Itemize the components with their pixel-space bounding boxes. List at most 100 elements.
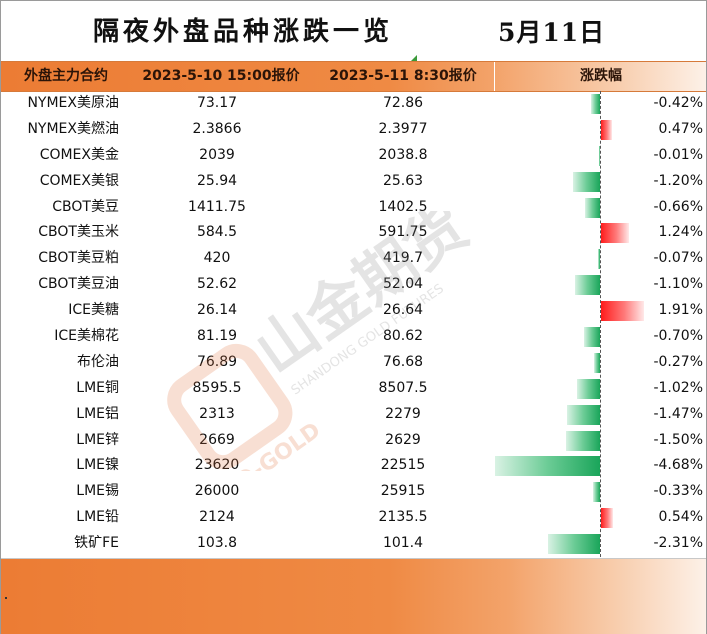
table-row: CBOT美玉米 584.5 591.75 1.24% — [1, 220, 706, 246]
price-2-cell: 8507.5 — [378, 379, 428, 396]
table-row: COMEX美银 25.94 25.63 -1.20% — [1, 169, 706, 195]
change-percent-cell: -2.31% — [653, 535, 703, 552]
change-percent-cell: 1.24% — [658, 224, 703, 241]
contract-name: LME铝 — [76, 405, 119, 422]
contract-name: CBOT美豆 — [52, 198, 119, 215]
change-bar-down — [598, 249, 600, 270]
change-bar-down — [584, 327, 600, 348]
change-percent-cell: -1.02% — [653, 379, 703, 396]
price-2-cell: 76.68 — [382, 353, 424, 370]
header-price-1: 2023-5-10 15:00报价 — [142, 68, 300, 84]
page-title: 隔夜外盘品种涨跌一览 — [93, 17, 394, 47]
change-bar-down — [573, 171, 600, 192]
contract-name: CBOT美豆油 — [38, 276, 119, 293]
change-bar-down — [599, 145, 600, 166]
table-row: 布伦油 76.89 76.68 -0.27% — [1, 350, 706, 376]
price-2-cell: 72.86 — [382, 95, 424, 111]
contract-name: 布伦油 — [77, 353, 119, 370]
table-row: NYMEX美燃油 2.3866 2.3977 0.47% — [1, 117, 706, 143]
price-1-cell: 2039 — [199, 146, 235, 163]
table-row: LME锡 26000 25915 -0.33% — [1, 479, 706, 505]
price-1-cell: 26000 — [194, 483, 240, 500]
contract-name: CBOT美豆粕 — [38, 250, 119, 267]
price-1-cell: 2669 — [199, 431, 235, 448]
table-row: 铁矿FE 103.8 101.4 -2.31% — [1, 531, 706, 557]
change-bar-down — [590, 94, 600, 114]
price-1-cell: 2124 — [199, 509, 235, 526]
change-bar-down — [585, 197, 600, 218]
price-2-cell: 591.75 — [378, 224, 428, 241]
change-bar-up — [601, 508, 614, 529]
price-1-cell: 2.3866 — [192, 120, 242, 137]
header-price-2: 2023-5-11 8:30报价 — [329, 68, 477, 84]
change-percent-cell: -1.20% — [653, 172, 703, 189]
footer-band — [1, 558, 706, 634]
change-percent-cell: -1.47% — [653, 405, 703, 422]
contract-name: LME铜 — [76, 379, 119, 396]
table-row: LME镍 23620 22515 -4.68% — [1, 453, 706, 479]
price-1-cell: 420 — [203, 250, 231, 267]
change-percent-cell: -0.66% — [653, 198, 703, 215]
contract-name: LME锡 — [76, 483, 119, 500]
price-1-cell: 8595.5 — [192, 379, 242, 396]
price-1-cell: 1411.75 — [188, 198, 246, 215]
contract-name: 铁矿FE — [74, 535, 119, 552]
table-row: ICE美糖 26.14 26.64 1.91% — [1, 298, 706, 324]
table-header: 外盘主力合约 2023-5-10 15:00报价 2023-5-11 8:30报… — [1, 61, 706, 92]
change-percent-cell: 0.47% — [658, 120, 703, 137]
contract-name: COMEX美金 — [39, 146, 119, 163]
table-row: ICE美棉花 81.19 80.62 -0.70% — [1, 324, 706, 350]
table-row: LME锌 2669 2629 -1.50% — [1, 428, 706, 454]
change-bar-down — [592, 482, 600, 503]
price-1-cell: 73.17 — [196, 95, 238, 111]
price-2-cell: 22515 — [380, 457, 426, 474]
table-row: CBOT美豆粕 420 419.7 -0.07% — [1, 246, 706, 272]
table-row: NYMEX美原油 73.17 72.86 -0.42% — [1, 91, 706, 117]
change-bar-up — [601, 119, 612, 140]
table-row: COMEX美金 2039 2038.8 -0.01% — [1, 143, 706, 169]
change-percent-cell: -0.27% — [653, 353, 703, 370]
price-2-cell: 2038.8 — [378, 146, 428, 163]
table-row: CBOT美豆油 52.62 52.04 -1.10% — [1, 272, 706, 298]
contract-name: LME锌 — [76, 431, 119, 448]
change-bar-down — [575, 275, 600, 296]
change-percent-cell: -1.50% — [653, 431, 703, 448]
price-1-cell: 2313 — [199, 405, 235, 422]
price-1-cell: 26.14 — [196, 302, 238, 319]
price-2-cell: 26.64 — [382, 302, 424, 319]
change-percent-cell: -0.33% — [653, 483, 703, 500]
change-bar-down — [567, 404, 600, 425]
report-date: 5月11日 — [498, 18, 606, 47]
header-contract: 外盘主力合约 — [24, 68, 108, 84]
contract-name: COMEX美银 — [39, 172, 119, 189]
change-bar-down — [577, 378, 600, 399]
price-1-cell: 81.19 — [196, 328, 238, 345]
price-1-cell: 52.62 — [196, 276, 238, 293]
contract-name: LME铅 — [76, 509, 119, 526]
price-2-cell: 80.62 — [382, 328, 424, 345]
table-body: NYMEX美原油 73.17 72.86 -0.42% NYMEX美燃油 2.3866 2.… — [1, 91, 706, 557]
contract-name: ICE美棉花 — [54, 328, 119, 345]
price-2-cell: 101.4 — [382, 535, 424, 552]
change-bar-down — [548, 534, 600, 555]
change-bar-up — [601, 223, 629, 244]
table-row: LME铅 2124 2135.5 0.54% — [1, 505, 706, 531]
price-2-cell: 1402.5 — [378, 198, 428, 215]
price-1-cell: 584.5 — [196, 224, 238, 241]
change-percent-cell: -0.01% — [653, 146, 703, 163]
change-percent-cell: -1.10% — [653, 276, 703, 293]
table-row: LME铝 2313 2279 -1.47% — [1, 402, 706, 428]
price-2-cell: 52.04 — [382, 276, 424, 293]
contract-name: LME镍 — [76, 457, 119, 474]
price-1-cell: 76.89 — [196, 353, 238, 370]
price-2-cell: 2135.5 — [378, 509, 428, 526]
contract-name: NYMEX美原油 — [27, 95, 119, 111]
change-percent-cell: -0.42% — [653, 95, 703, 111]
header-change: 涨跌幅 — [580, 68, 622, 84]
change-percent-cell: 0.54% — [658, 509, 703, 526]
footer-dot — [5, 597, 7, 599]
zero-axis-line — [600, 91, 601, 557]
table-row: CBOT美豆 1411.75 1402.5 -0.66% — [1, 195, 706, 221]
title-row: 隔夜外盘品种涨跌一览 5月11日 — [1, 1, 706, 61]
